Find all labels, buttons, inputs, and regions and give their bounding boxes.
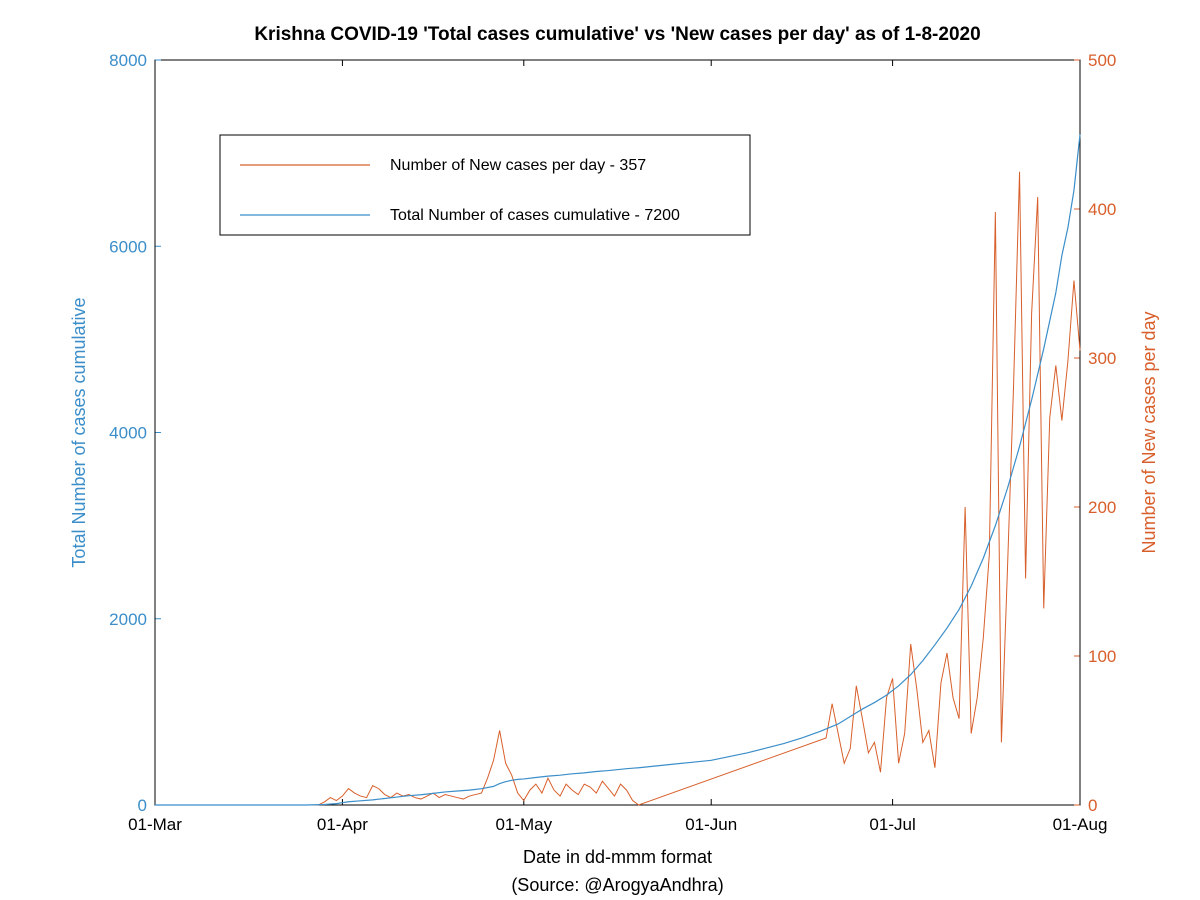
y-right-tick-label: 0	[1088, 796, 1097, 815]
x-tick-label: 01-Mar	[128, 815, 182, 834]
y-right-tick-label: 300	[1088, 349, 1116, 368]
chart-svg: Krishna COVID-19 'Total cases cumulative…	[0, 0, 1200, 900]
x-axis-label-1: Date in dd-mmm format	[523, 847, 712, 867]
y-left-tick-label: 2000	[109, 610, 147, 629]
x-axis-label-2: (Source: @ArogyaAndhra)	[511, 875, 723, 895]
x-tick-label: 01-Jun	[685, 815, 737, 834]
y-left-axis-label: Total Number of cases cumulative	[69, 297, 89, 567]
legend-label: Total Number of cases cumulative - 7200	[390, 207, 680, 224]
y-left-tick-label: 6000	[109, 237, 147, 256]
x-tick-label: 01-Jul	[869, 815, 915, 834]
series-new-cases	[306, 172, 1080, 805]
x-tick-label: 01-Aug	[1053, 815, 1108, 834]
y-left-tick-label: 8000	[109, 51, 147, 70]
x-tick-label: 01-Apr	[317, 815, 368, 834]
y-left-tick-label: 4000	[109, 424, 147, 443]
y-left-tick-label: 0	[138, 796, 147, 815]
y-right-tick-label: 200	[1088, 498, 1116, 517]
x-tick-label: 01-May	[495, 815, 552, 834]
y-right-tick-label: 100	[1088, 647, 1116, 666]
chart-title: Krishna COVID-19 'Total cases cumulative…	[254, 24, 980, 45]
y-right-tick-label: 400	[1088, 200, 1116, 219]
y-right-tick-label: 500	[1088, 51, 1116, 70]
y-right-axis-label: Number of New cases per day	[1139, 311, 1159, 553]
chart-container: Krishna COVID-19 'Total cases cumulative…	[0, 0, 1200, 900]
legend-label: Number of New cases per day - 357	[390, 157, 646, 174]
